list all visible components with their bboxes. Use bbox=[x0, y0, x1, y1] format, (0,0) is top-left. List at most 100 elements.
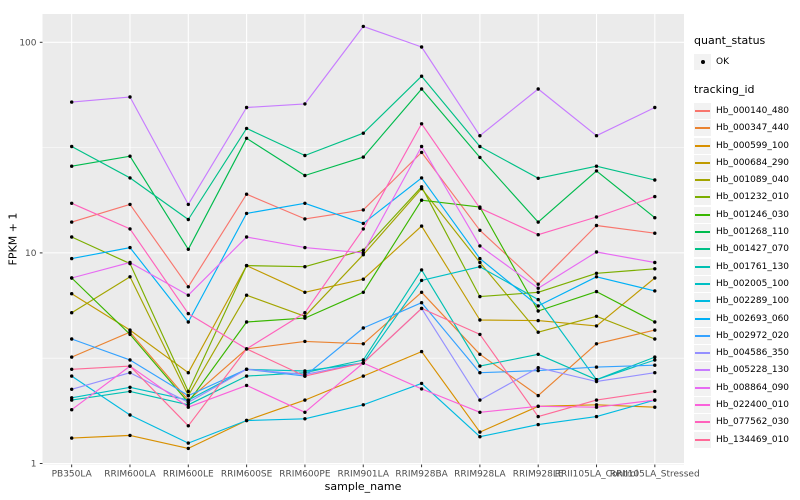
line-key-icon bbox=[694, 120, 711, 137]
x-tick-label: RRIM600PE bbox=[279, 470, 331, 480]
data-point bbox=[419, 224, 424, 228]
data-point bbox=[594, 398, 599, 402]
data-point bbox=[594, 403, 599, 407]
legend-entry-label: Hb_001232_010 bbox=[716, 192, 790, 203]
data-point bbox=[361, 374, 365, 378]
line-key-icon bbox=[694, 414, 711, 431]
data-point bbox=[536, 176, 540, 180]
line-swatch-icon bbox=[695, 265, 710, 268]
legend-entry: Hb_002005_100 bbox=[694, 275, 789, 292]
data-point bbox=[653, 216, 657, 220]
data-point bbox=[70, 311, 74, 315]
x-tick-label: RRII105LA_Control bbox=[555, 470, 638, 480]
data-point bbox=[419, 185, 424, 189]
line-swatch-icon bbox=[695, 179, 710, 182]
legend-entry-label: Hb_002693_060 bbox=[716, 313, 790, 324]
data-point bbox=[70, 396, 74, 400]
line-swatch-icon bbox=[695, 403, 710, 406]
legend-entry-label: Hb_005228_130 bbox=[716, 365, 790, 376]
legend-entry: Hb_001232_010 bbox=[694, 189, 789, 206]
data-points bbox=[70, 24, 657, 451]
data-point bbox=[361, 342, 365, 346]
data-point bbox=[128, 364, 132, 368]
data-point bbox=[186, 393, 190, 398]
data-point bbox=[478, 398, 482, 402]
line-swatch-icon bbox=[695, 282, 710, 285]
data-point bbox=[478, 332, 482, 337]
data-point bbox=[478, 430, 482, 434]
data-point bbox=[70, 292, 74, 296]
data-point bbox=[361, 403, 365, 407]
data-point bbox=[419, 87, 424, 91]
data-point bbox=[536, 330, 540, 334]
legend-entry: Hb_001427_070 bbox=[694, 241, 789, 258]
data-point bbox=[419, 306, 424, 311]
data-point bbox=[70, 144, 74, 149]
line-key-icon bbox=[694, 258, 711, 275]
legend-entry-label: Hb_002289_100 bbox=[716, 296, 790, 307]
legend-entry: Hb_134469_010 bbox=[694, 431, 789, 448]
data-point bbox=[244, 418, 249, 423]
data-point bbox=[478, 318, 482, 322]
legend-entry: Hb_001089_040 bbox=[694, 171, 790, 189]
x-tick-label: RRIM600SE bbox=[221, 470, 273, 480]
line-swatch-icon bbox=[695, 213, 710, 216]
data-point bbox=[419, 290, 424, 294]
legend-entry-label: OK bbox=[716, 56, 729, 67]
data-point bbox=[303, 410, 307, 414]
data-point bbox=[361, 361, 365, 365]
data-point bbox=[128, 385, 132, 389]
legend-entry: Hb_001246_030 bbox=[694, 206, 789, 223]
data-point bbox=[361, 131, 365, 135]
data-point bbox=[361, 208, 365, 212]
data-point bbox=[419, 349, 424, 354]
data-point bbox=[361, 24, 365, 29]
data-point bbox=[478, 206, 482, 210]
data-point bbox=[478, 256, 482, 261]
data-point bbox=[478, 410, 482, 414]
data-point bbox=[128, 245, 132, 250]
y-axis-title: FPKM + 1 bbox=[6, 212, 20, 266]
data-point bbox=[478, 265, 482, 269]
data-point bbox=[186, 217, 190, 222]
data-point bbox=[186, 424, 190, 428]
data-point bbox=[653, 267, 657, 271]
data-point bbox=[244, 347, 249, 351]
data-point bbox=[536, 87, 540, 91]
data-point bbox=[303, 316, 307, 320]
data-point bbox=[536, 233, 540, 237]
data-point bbox=[303, 217, 307, 221]
data-point bbox=[594, 365, 599, 369]
data-point bbox=[244, 235, 249, 239]
data-point bbox=[303, 102, 307, 106]
data-point bbox=[244, 136, 249, 140]
data-point bbox=[594, 169, 599, 173]
legend-entry-label: Hb_001761_130 bbox=[716, 261, 790, 272]
line-swatch-icon bbox=[695, 369, 710, 372]
data-point bbox=[419, 144, 424, 149]
data-point bbox=[419, 45, 424, 49]
data-point bbox=[594, 314, 599, 318]
data-point bbox=[653, 398, 657, 402]
line-swatch-icon bbox=[695, 231, 710, 234]
line-key-icon bbox=[694, 189, 711, 206]
data-point bbox=[536, 290, 540, 294]
legend-entry-label: Hb_002972_020 bbox=[716, 330, 790, 341]
data-point bbox=[303, 245, 307, 250]
line-key-icon bbox=[694, 293, 711, 310]
data-point bbox=[594, 164, 599, 168]
data-point bbox=[186, 389, 190, 394]
data-point bbox=[653, 358, 657, 362]
data-point bbox=[653, 363, 657, 367]
line-swatch-icon bbox=[695, 421, 710, 424]
line-key-icon bbox=[694, 396, 711, 413]
data-point bbox=[478, 155, 482, 160]
line-swatch-icon bbox=[695, 161, 710, 164]
legend-entry-label: Hb_001427_070 bbox=[716, 244, 790, 255]
data-point bbox=[653, 276, 657, 280]
data-point bbox=[186, 441, 190, 445]
data-point bbox=[128, 332, 132, 337]
data-point bbox=[419, 198, 424, 202]
legend-entry-label: Hb_001089_040 bbox=[716, 175, 790, 186]
